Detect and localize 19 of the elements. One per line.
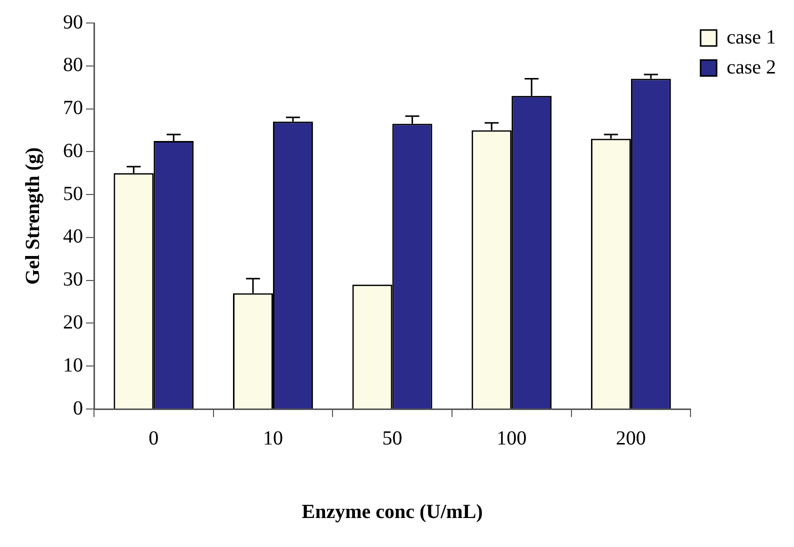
x-tick-label: 100 xyxy=(496,427,527,450)
y-axis-title: Gel Strength (g) xyxy=(22,147,44,285)
y-tick-label: 50 xyxy=(63,182,83,205)
y-tick-label: 40 xyxy=(63,226,83,248)
x-tick-label: 10 xyxy=(262,427,283,450)
y-tick-label: 10 xyxy=(63,354,83,376)
y-tick-label: 60 xyxy=(63,140,83,162)
x-axis-title: Enzyme conc (U/mL) xyxy=(302,501,483,524)
x-tick-label: 200 xyxy=(616,427,646,450)
legend-label: case 2 xyxy=(726,56,776,78)
legend-label: case 1 xyxy=(726,26,776,48)
y-tick-label: 90 xyxy=(63,11,83,34)
y-tick-label: 30 xyxy=(63,268,83,291)
x-tick-label: 50 xyxy=(382,427,402,450)
y-tick-label: 80 xyxy=(63,54,83,76)
x-tick-label: 0 xyxy=(148,427,159,450)
y-tick-label: 0 xyxy=(73,397,83,420)
y-tick-label: 70 xyxy=(63,97,83,120)
y-tick-label: 20 xyxy=(63,311,83,334)
